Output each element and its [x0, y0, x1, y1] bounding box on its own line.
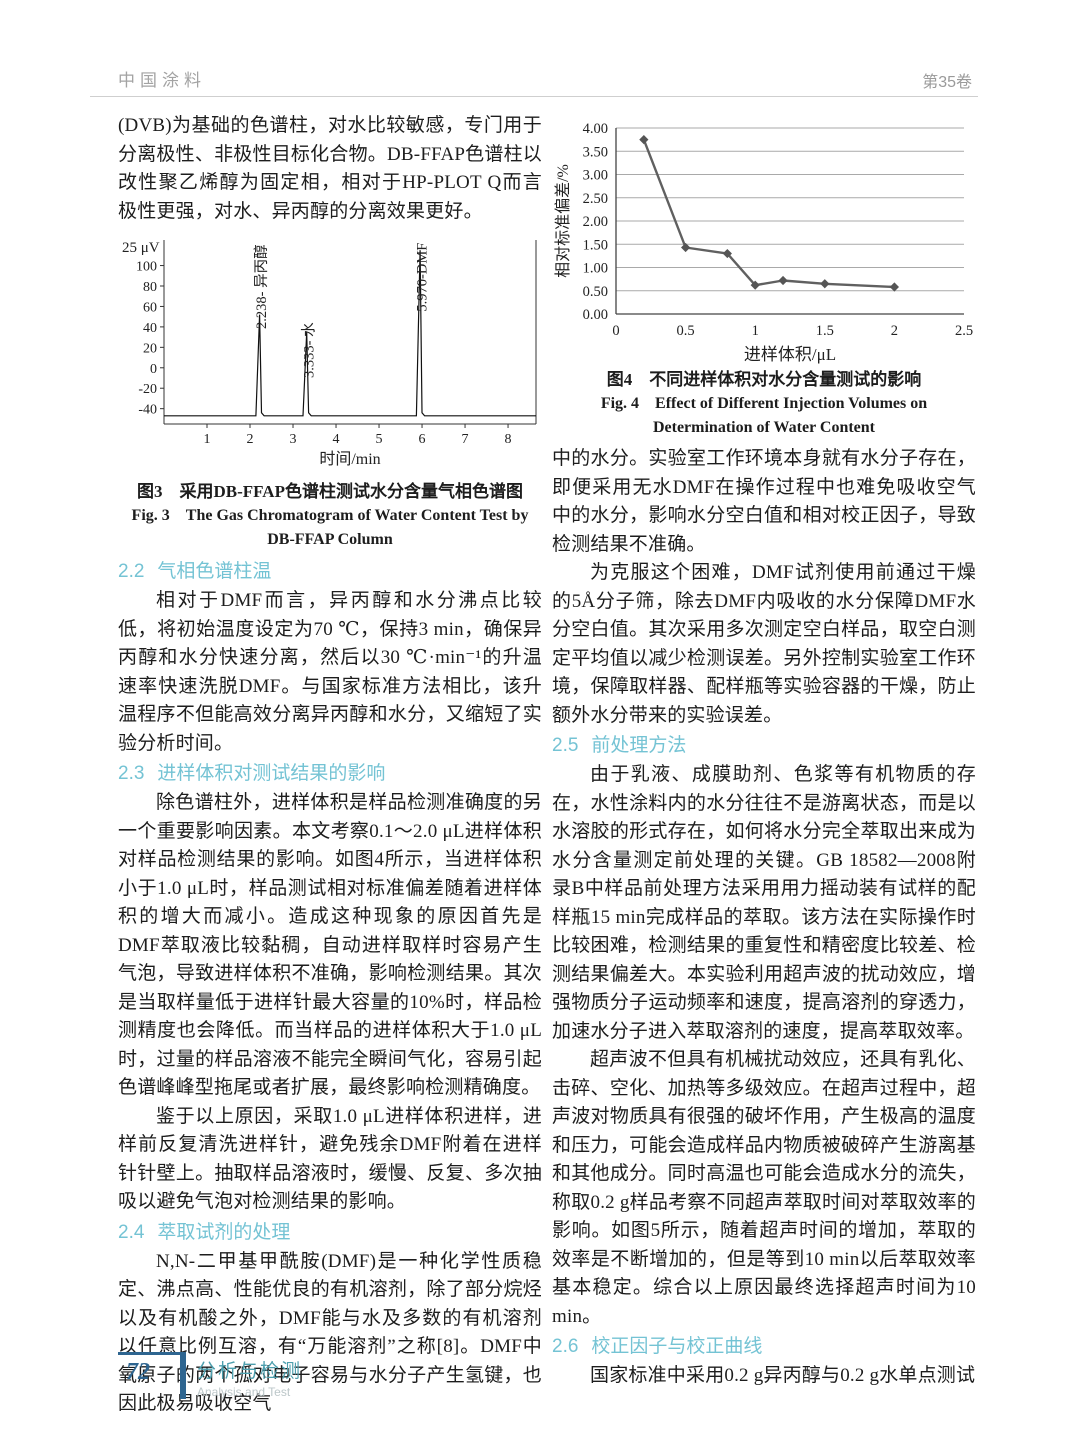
paragraph-2-3b: 鉴于以上原因，采取1.0 μL进样体积进样，进样前反复清洗进样针，避免残余DMF…	[118, 1105, 542, 1213]
svg-text:进样体积/μL: 进样体积/μL	[744, 345, 836, 364]
paragraph-continuation: 中的水分。实验室工作环境本身就有水分子存在，即便采用无水DMF在操作过程中也难免…	[552, 448, 976, 555]
footer-section-en: Analysis and Test	[197, 1385, 291, 1399]
paragraph-2-5a: 由于乳液、成膜助剂、色浆等有机物质的存在，水性涂料内的水分往往不是游离状态，而是…	[552, 764, 976, 1042]
section-heading-2-6: 2.6 校正因子与校正曲线	[552, 1332, 976, 1361]
svg-text:3: 3	[290, 432, 297, 447]
svg-text:1.50: 1.50	[583, 237, 608, 253]
fig4-line-chart: 0.00 0.50 1.00 1.50 2.00 2.50 3.00 3.50 4.00 0 0.5…	[554, 121, 973, 364]
left-column: (DVB)为基础的色谱柱，对水比较敏感，专门用于分离极性、非极性目标化合物。DB…	[118, 112, 542, 1419]
footer-bar-decoration	[180, 1355, 186, 1399]
svg-text:2.00: 2.00	[583, 214, 608, 230]
svg-text:0.5: 0.5	[677, 323, 695, 339]
svg-text:2: 2	[891, 323, 898, 339]
paragraph-overcome: 为克服这个困难，DMF试剂使用前通过干燥的5Å分子筛，除去DMF内吸收的水分保障…	[552, 562, 976, 726]
footer-section: 分析与检测 Analysis and Test	[197, 1352, 302, 1399]
figure-3: 25 μV 100 80 60 40 20 0 -20 -40 1 2 3 4 5 6 7 8 时间/min 2.2…	[118, 230, 542, 552]
figure-4: 0.00 0.50 1.00 1.50 2.00 2.50 3.00 3.50 4.00 0 0.5…	[552, 116, 976, 440]
section-heading-2-3: 2.3 进样体积对测试结果的影响	[118, 759, 542, 788]
svg-text:2.50: 2.50	[583, 191, 608, 207]
svg-text:-40: -40	[138, 403, 157, 418]
svg-text:60: 60	[143, 300, 157, 315]
svg-text:3.333- 水: 3.333- 水	[300, 322, 317, 378]
paragraph-2-3a: 除色谱柱外，进样体积是样品检测准确度的另一个重要影响因素。本文考察0.1～2.0…	[118, 792, 542, 1098]
svg-text:2.5: 2.5	[955, 323, 973, 339]
page-footer: 72 分析与检测 Analysis and Test	[118, 1352, 302, 1401]
volume-label: 第35卷	[922, 74, 972, 91]
page-number: 72	[126, 1359, 150, 1385]
fig3-chromatogram-chart: 25 μV 100 80 60 40 20 0 -20 -40 1 2 3 4 5 6 7 8 时间/min 2.2…	[122, 240, 537, 468]
svg-text:1.00: 1.00	[583, 261, 608, 277]
svg-text:0.50: 0.50	[583, 284, 608, 300]
paragraph-2-5b: 超声波不但具有机械扰动效应，还具有乳化、击碎、空化、加热等多级效应。在超声过程中…	[552, 1049, 976, 1327]
section-number: 2.6	[552, 1336, 579, 1357]
section-number: 2.5	[552, 735, 579, 756]
svg-text:25 μV: 25 μV	[122, 240, 160, 256]
fig4-caption-cn: 图4 不同进样体积对水分含量测试的影响	[606, 370, 922, 389]
svg-text:100: 100	[136, 260, 157, 275]
svg-text:5: 5	[376, 432, 383, 447]
section-heading-2-4: 2.4 萃取试剂的处理	[118, 1218, 542, 1247]
svg-text:1: 1	[204, 432, 211, 447]
svg-text:0: 0	[612, 323, 619, 339]
svg-text:时间/min: 时间/min	[319, 450, 380, 468]
svg-text:3.00: 3.00	[583, 168, 608, 184]
section-number: 2.4	[118, 1221, 145, 1243]
svg-text:5.970-DMF: 5.970-DMF	[415, 243, 431, 312]
fig4-caption-en-line2: Determination of Water Content	[652, 419, 876, 436]
intro-paragraph: (DVB)为基础的色谱柱，对水比较敏感，专门用于分离极性、非极性目标化合物。DB…	[118, 115, 542, 222]
svg-text:7: 7	[462, 432, 469, 447]
fig3-caption-en-line2: DB-FFAP Column	[267, 531, 393, 548]
section-heading-2-5: 2.5 前处理方法	[552, 731, 976, 760]
svg-text:1.5: 1.5	[816, 323, 834, 339]
section-title: 萃取试剂的处理	[157, 1221, 291, 1243]
svg-text:3.50: 3.50	[583, 144, 608, 160]
paragraph-2-2: 相对于DMF而言，异丙醇和水分沸点比较低，将初始温度设定为70 ℃，保持3 mi…	[118, 590, 542, 754]
svg-text:40: 40	[143, 321, 157, 336]
footer-section-cn: 分析与检测	[197, 1361, 303, 1382]
svg-text:2.238- 异丙醇: 2.238- 异丙醇	[253, 244, 270, 329]
paragraph-2-4: N,N-二甲基甲酰胺(DMF)是一种化学性质稳定、沸点高、性能优良的有机溶剂，除…	[118, 1250, 542, 1415]
section-title: 进样体积对测试结果的影响	[157, 763, 386, 784]
svg-text:1: 1	[752, 323, 759, 339]
page-number-box: 72	[118, 1352, 186, 1401]
svg-text:6: 6	[419, 432, 426, 447]
fig3-caption-cn: 图3 采用DB-FFAP色谱柱测试水分含量气相色谱图	[137, 482, 523, 501]
section-title: 前处理方法	[591, 735, 687, 756]
svg-text:4: 4	[333, 432, 340, 447]
svg-text:-20: -20	[138, 382, 157, 397]
section-title: 气相色谱柱温	[157, 561, 272, 582]
paragraph-2-6: 国家标准中采用0.2 g异丙醇与0.2 g水单点测试	[590, 1365, 976, 1386]
section-heading-2-2: 2.2 气相色谱柱温	[118, 557, 542, 586]
svg-text:8: 8	[505, 432, 512, 447]
fig3-caption-en-line1: Fig. 3 The Gas Chromatogram of Water Con…	[131, 507, 529, 524]
section-number: 2.3	[118, 763, 145, 784]
section-number: 2.2	[118, 561, 145, 582]
header-rule	[90, 96, 978, 97]
section-title: 校正因子与校正曲线	[591, 1336, 763, 1357]
svg-text:0: 0	[150, 362, 157, 377]
right-column: 0.00 0.50 1.00 1.50 2.00 2.50 3.00 3.50 4.00 0 0.5…	[552, 112, 976, 1391]
svg-text:4.00: 4.00	[583, 121, 608, 137]
svg-text:相对标准偏差/%: 相对标准偏差/%	[554, 164, 572, 278]
svg-text:80: 80	[143, 280, 157, 295]
svg-text:20: 20	[143, 341, 157, 356]
svg-text:2: 2	[247, 432, 254, 447]
svg-text:0.00: 0.00	[583, 307, 608, 323]
fig4-caption-en-line1: Fig. 4 Effect of Different Injection Vol…	[600, 395, 928, 412]
journal-name: 中国涂料	[118, 71, 206, 90]
